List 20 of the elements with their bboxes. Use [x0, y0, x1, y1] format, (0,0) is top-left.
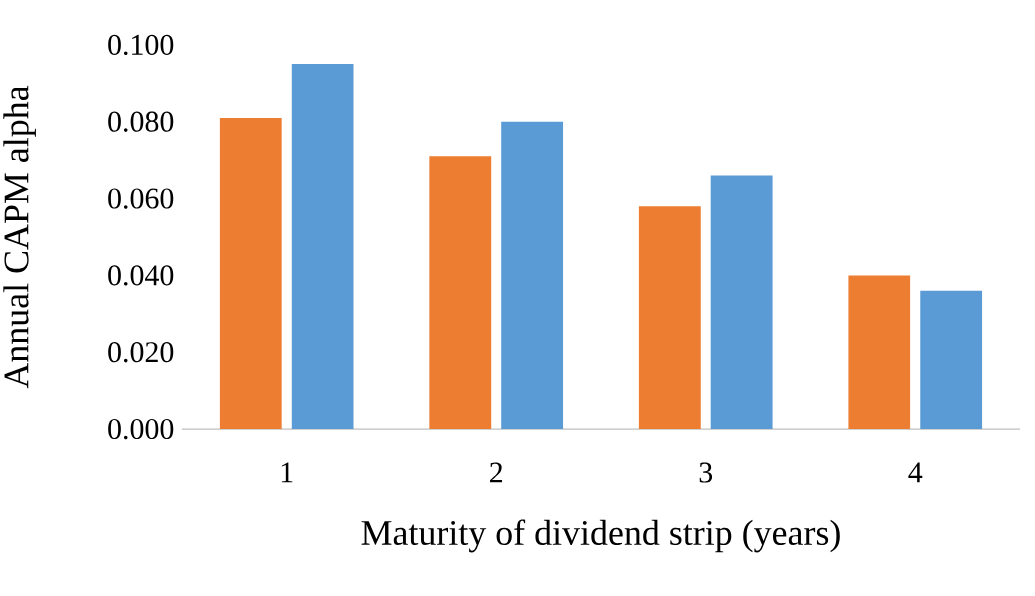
bar [429, 156, 492, 430]
bar [848, 275, 911, 430]
y-tick-label: 0.100 [108, 34, 174, 56]
y-tick-label: 0.080 [108, 111, 174, 133]
x-axis-title: Maturity of dividend strip (years) [361, 519, 840, 553]
y-tick-label: 0.000 [108, 419, 174, 440]
x-tick-label: 4 [908, 462, 923, 483]
bar [219, 118, 282, 430]
y-axis-title: Annual CAPM alpha [3, 86, 36, 389]
y-tick-label: 0.040 [108, 265, 174, 286]
x-tick-label: 3 [699, 462, 713, 483]
x-tick-label: 2 [490, 462, 503, 483]
bar [291, 64, 354, 430]
bar [710, 175, 773, 430]
bar [920, 290, 983, 430]
y-tick-label: 0.060 [108, 188, 174, 209]
bar [501, 121, 564, 430]
bar [638, 206, 701, 430]
x-tick-label: 1 [281, 462, 293, 483]
y-tick-label: 0.020 [108, 342, 174, 363]
